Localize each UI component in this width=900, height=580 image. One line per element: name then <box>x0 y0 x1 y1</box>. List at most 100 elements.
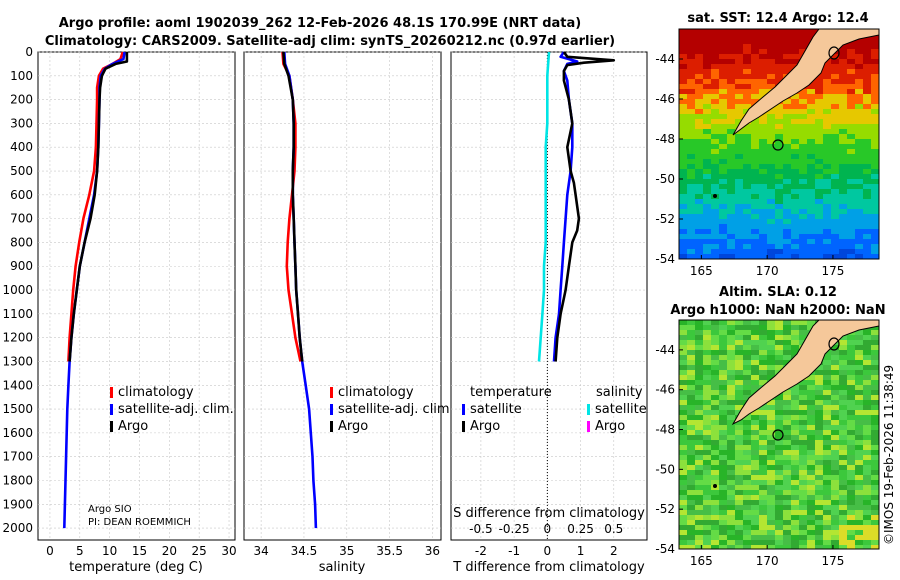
sla-cell <box>735 350 743 355</box>
sla-cell <box>751 510 759 515</box>
sst-cell <box>791 169 799 174</box>
sst-cell <box>847 134 855 139</box>
sla-cell <box>831 535 839 540</box>
sst-cell <box>871 74 879 79</box>
sst-cell <box>831 134 839 139</box>
sla-cell <box>727 380 735 385</box>
sla-cell <box>759 340 767 345</box>
sst-cell <box>687 209 695 214</box>
sst-cell <box>871 129 879 134</box>
sst-cell <box>703 119 711 124</box>
sla-cell <box>687 510 695 515</box>
sst-cell <box>799 254 807 259</box>
sst-cell <box>711 134 719 139</box>
sla-cell <box>791 545 799 549</box>
sst-cell <box>847 124 855 129</box>
sla-cell <box>687 490 695 495</box>
sla-cell <box>791 480 799 485</box>
sst-cell <box>767 149 775 154</box>
sst-cell <box>759 184 767 189</box>
sst-cell <box>719 234 727 239</box>
sla-cell <box>735 465 743 470</box>
s-difference-xlabel: S difference from climatology <box>453 506 645 521</box>
sst-cell <box>839 234 847 239</box>
sla-cell <box>831 485 839 490</box>
sla-cell <box>839 535 847 540</box>
sla-cell <box>711 525 719 530</box>
sst-cell <box>791 54 799 59</box>
sla-cell <box>791 325 799 330</box>
sst-cell <box>735 189 743 194</box>
sst-cell <box>719 164 727 169</box>
sst-cell <box>719 199 727 204</box>
sla-cell <box>775 450 783 455</box>
sla-cell <box>839 335 847 340</box>
sla-cell <box>799 540 807 545</box>
sla-cell <box>703 340 711 345</box>
sst-cell <box>735 64 743 69</box>
sst-cell <box>799 94 807 99</box>
sst-cell <box>759 174 767 179</box>
sla-cell <box>847 425 855 430</box>
sla-cell <box>815 495 823 500</box>
s-tick-label: -0.5 <box>469 522 492 536</box>
sla-cell <box>831 450 839 455</box>
sst-cell <box>807 184 815 189</box>
sst-cell <box>807 249 815 254</box>
sla-cell <box>743 490 751 495</box>
sla-cell <box>711 495 719 500</box>
sla-cell <box>719 335 727 340</box>
sla-cell <box>807 450 815 455</box>
sst-cell <box>855 59 863 64</box>
sla-cell <box>783 445 791 450</box>
sst-cell <box>855 169 863 174</box>
sla-cell <box>695 375 703 380</box>
sst-cell <box>847 189 855 194</box>
sla-cell <box>679 425 687 430</box>
sla-cell <box>775 470 783 475</box>
sla-cell <box>727 370 735 375</box>
sst-cell <box>735 49 743 54</box>
sla-cell <box>727 440 735 445</box>
sst-cell <box>871 249 879 254</box>
sst-cell <box>847 99 855 104</box>
sst-cell <box>711 149 719 154</box>
sla-cell <box>815 445 823 450</box>
sst-cell <box>687 189 695 194</box>
sla-cell <box>719 395 727 400</box>
sla-cell <box>679 535 687 540</box>
sst-cell <box>783 59 791 64</box>
sst-cell <box>751 224 759 229</box>
sst-cell <box>679 29 687 34</box>
sla-cell <box>783 390 791 395</box>
sla-cell <box>679 500 687 505</box>
sst-cell <box>735 34 743 39</box>
sst-cell <box>687 184 695 189</box>
sst-cell <box>831 199 839 204</box>
sst-cell <box>687 49 695 54</box>
sla-cell <box>863 475 871 480</box>
sst-cell <box>751 39 759 44</box>
sst-cell <box>791 154 799 159</box>
sla-cell <box>775 320 783 325</box>
sla-cell <box>815 470 823 475</box>
legend-swatch-t-satellite <box>462 404 465 415</box>
lon-label: 175 <box>821 264 844 278</box>
sla-cell <box>831 380 839 385</box>
sst-cell <box>823 109 831 114</box>
sst-cell <box>839 224 847 229</box>
sst-cell <box>775 34 783 39</box>
sst-cell <box>703 209 711 214</box>
sst-cell <box>735 214 743 219</box>
sst-cell <box>751 219 759 224</box>
sst-cell <box>791 199 799 204</box>
sla-cell <box>823 370 831 375</box>
sla-cell <box>727 420 735 425</box>
sla-cell <box>807 410 815 415</box>
sla-cell <box>767 335 775 340</box>
sst-cell <box>775 224 783 229</box>
sla-cell <box>687 540 695 545</box>
sla-cell <box>807 495 815 500</box>
sla-cell <box>695 320 703 325</box>
sst-cell <box>743 199 751 204</box>
